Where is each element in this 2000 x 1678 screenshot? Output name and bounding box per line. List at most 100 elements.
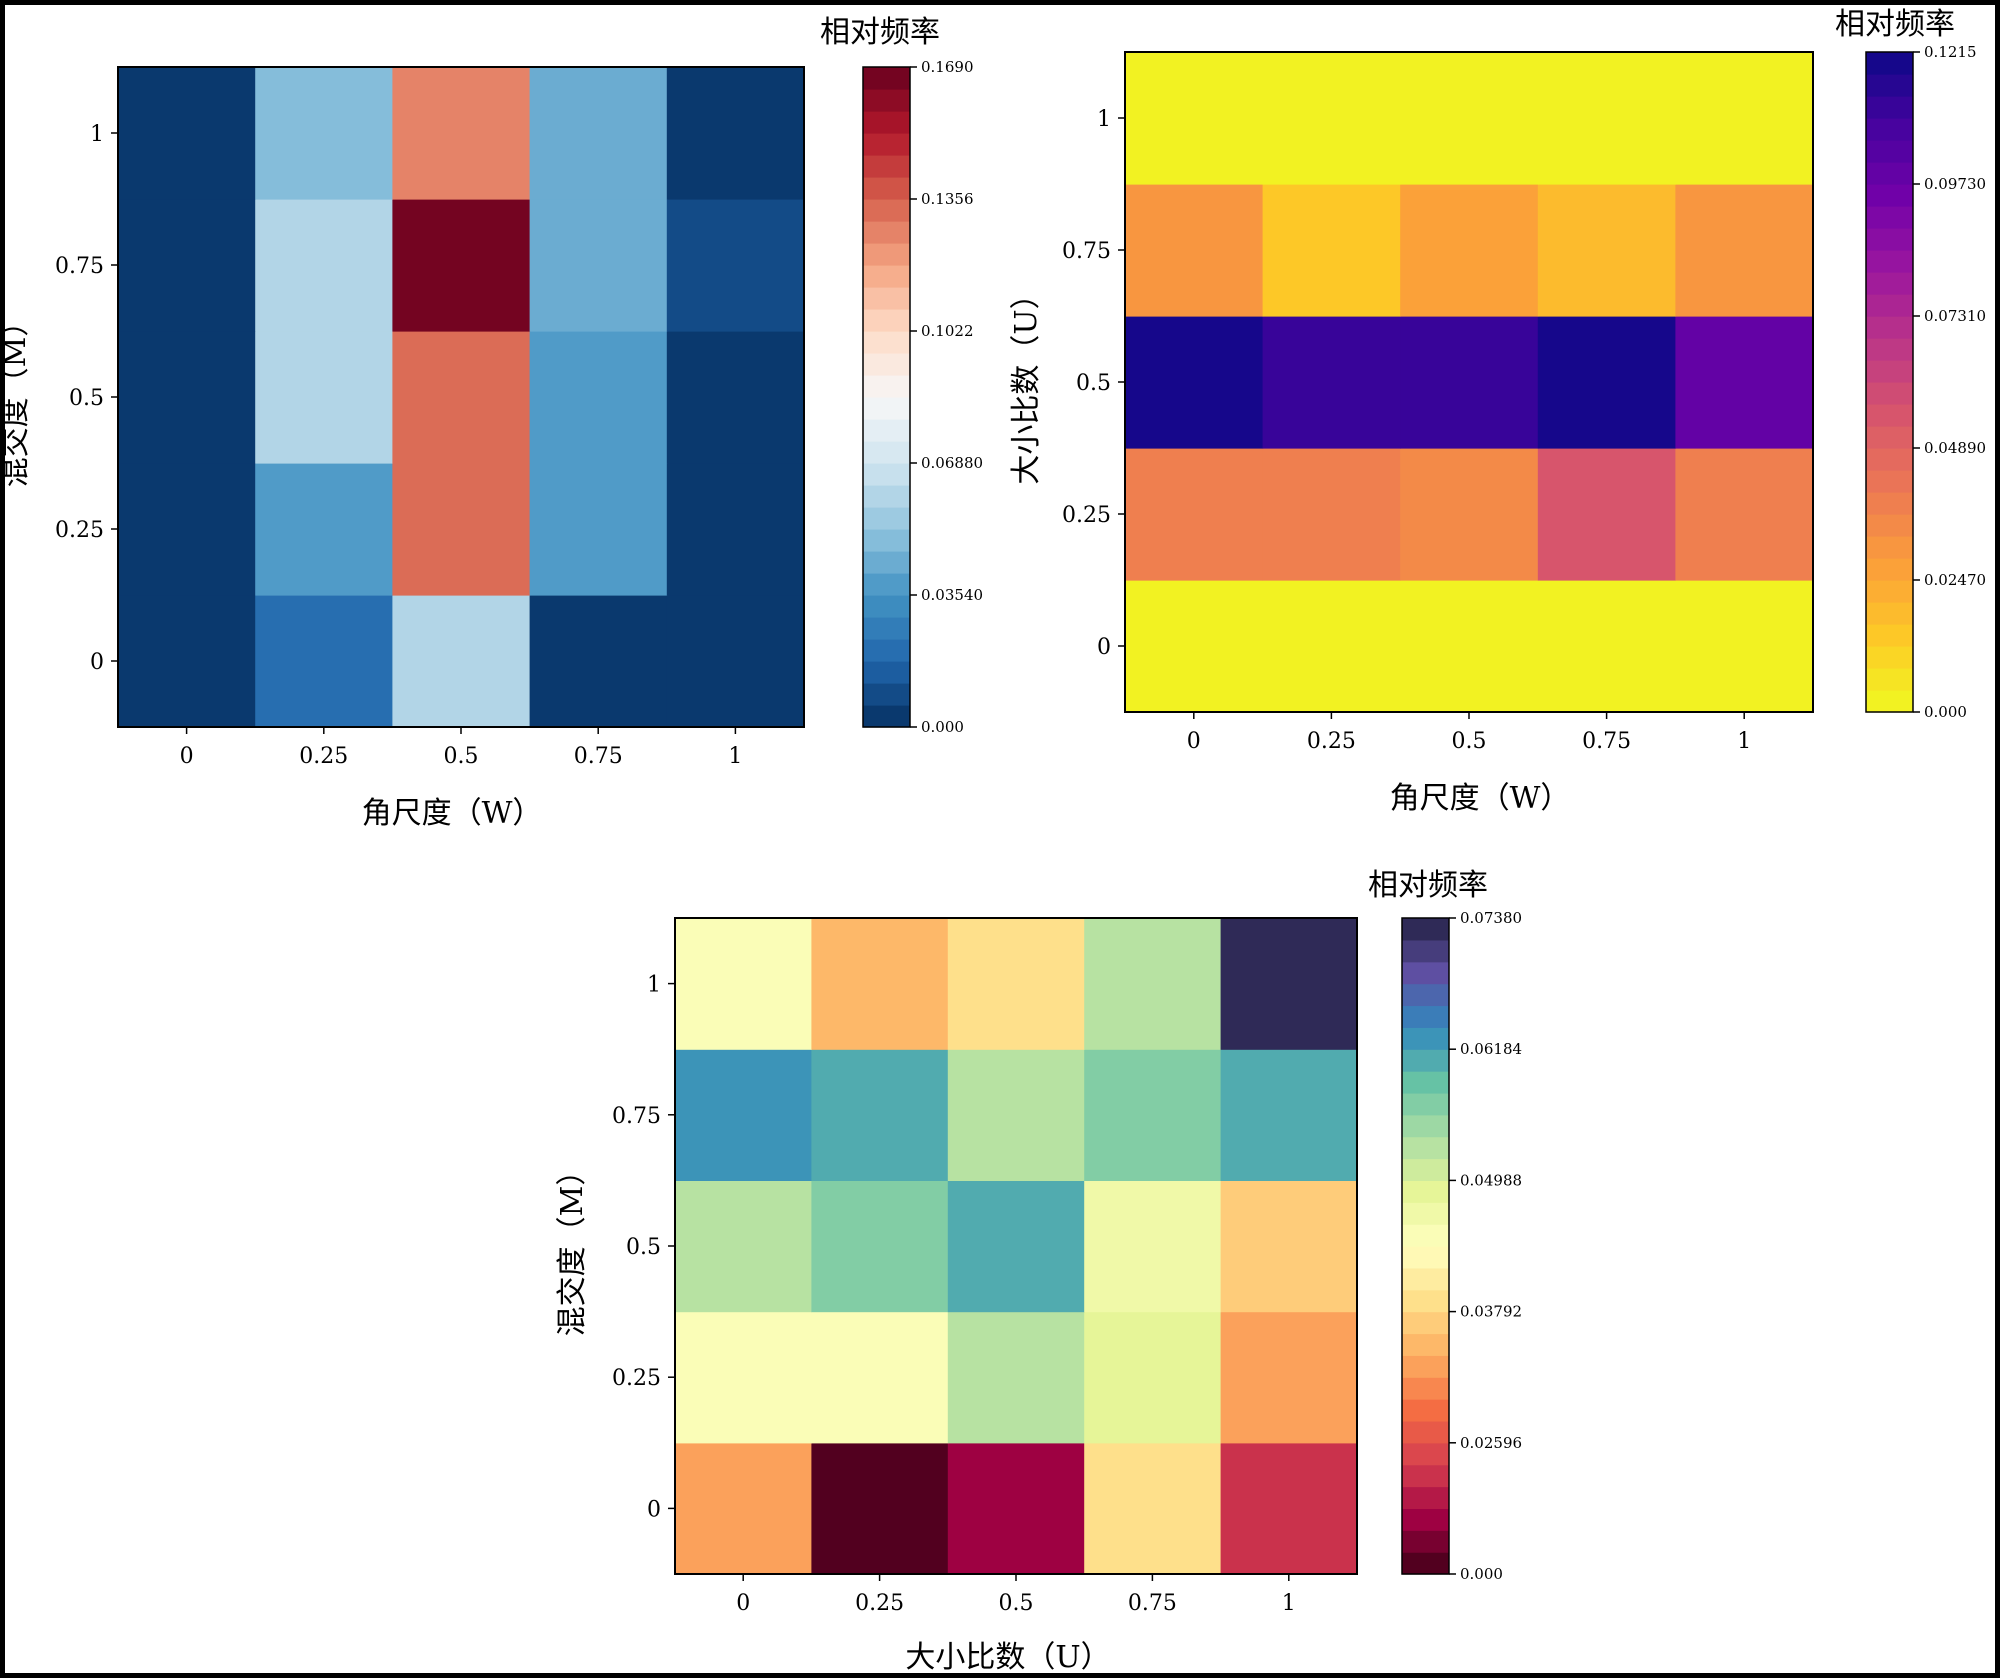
- x-tick-label: 0.5: [444, 744, 479, 769]
- heatmap-panel-2: 0 0.25 0.5 0.75 1 0 0.25 0.5 0.75 1 角尺度（W） 大小比数（U） 0…: [1009, 7, 1986, 816]
- colorbar-segment: [1402, 1464, 1449, 1488]
- heatmap-cell: [947, 1311, 1085, 1444]
- heatmap-cell: [255, 199, 393, 332]
- x-tick-label: 0.25: [1307, 729, 1356, 754]
- y-tick-label: 0.75: [1062, 239, 1111, 264]
- heatmap-cell: [392, 463, 531, 596]
- heatmap-cell: [666, 463, 805, 596]
- colorbar-segment: [1866, 514, 1913, 537]
- colorbar-frame: [1865, 51, 1914, 713]
- colorbar-frame: [1401, 917, 1450, 1575]
- heatmap-cell: [666, 67, 805, 200]
- colorbar-segment: [863, 661, 910, 684]
- colorbar-segment: [1402, 1289, 1449, 1313]
- colorbar-segment: [1402, 1202, 1449, 1225]
- figure-canvas: 0 0.25 0.5 0.75 1 0 0.25 0.5 0.75 1 角尺度（W） 混交度（M） 0.…: [5, 7, 1986, 1673]
- heatmap-cell: [666, 331, 805, 464]
- colorbar-segment: [1402, 1508, 1449, 1531]
- colorbar-tick-label: 0.000: [1924, 703, 1967, 721]
- heatmap-cell: [392, 331, 531, 464]
- colorbar-segment: [1402, 1486, 1449, 1509]
- colorbar-segment: [1866, 426, 1913, 449]
- colorbar-tick-label: 0.000: [1460, 1565, 1503, 1583]
- heatmap-cell: [811, 1311, 949, 1444]
- x-tick-label: 0.25: [299, 744, 348, 769]
- colorbar-tick-label: 0.03540: [921, 586, 983, 604]
- heatmap-cell: [1084, 1049, 1222, 1181]
- colorbar-segment: [863, 683, 910, 706]
- heatmap-cell: [1675, 184, 1814, 317]
- colorbar-segment: [1402, 1158, 1449, 1181]
- heatmap-cell: [675, 1442, 812, 1575]
- heatmap-cell: [1084, 1180, 1222, 1313]
- heatmap-cell: [392, 199, 531, 332]
- x-tick-label: 0.75: [574, 744, 623, 769]
- heatmap-cell: [1400, 52, 1539, 185]
- colorbar-segment: [863, 639, 910, 662]
- heatmap-cell: [118, 463, 256, 596]
- colorbar-segment: [863, 89, 910, 112]
- colorbar-tick-label: 0.000: [921, 718, 964, 736]
- colorbar-segment: [1402, 1530, 1449, 1553]
- heatmap-cell: [1125, 448, 1264, 581]
- colorbar-segment: [1402, 1552, 1449, 1575]
- x-tick-label: 0: [180, 744, 194, 769]
- heatmap-cell: [1537, 580, 1676, 713]
- colorbar-segment: [863, 441, 910, 464]
- colorbar-segment: [863, 705, 910, 728]
- heatmap-cell: [1262, 448, 1401, 581]
- heatmap-cell: [675, 1049, 812, 1181]
- x-tick-label: 0.5: [1452, 729, 1487, 754]
- heatmap-cell: [947, 918, 1085, 1050]
- colorbar-segment: [863, 375, 910, 398]
- colorbar-segment: [863, 111, 910, 134]
- heatmap-cell: [1400, 184, 1539, 317]
- colorbar-tick-label: 0.06880: [921, 454, 983, 472]
- colorbar-segment: [863, 221, 910, 244]
- colorbar-segment: [863, 529, 910, 552]
- heatmap-cell: [118, 199, 256, 332]
- colorbar-segment: [863, 287, 910, 310]
- colorbar-segment: [1866, 558, 1913, 581]
- heatmap-cell: [811, 918, 949, 1050]
- colorbar-segment: [1402, 939, 1449, 963]
- colorbar-tick-label: 0.03792: [1460, 1303, 1522, 1321]
- heatmap-cell: [1220, 1180, 1358, 1313]
- heatmap-cell: [811, 1180, 949, 1313]
- heatmap-cell: [255, 463, 393, 596]
- x-tick-label: 0: [736, 1591, 750, 1616]
- colorbar-segment: [863, 331, 910, 354]
- heatmap-cell: [118, 331, 256, 464]
- colorbar-segment: [863, 309, 910, 332]
- colorbar-segment: [1402, 1246, 1449, 1269]
- colorbar-segment: [1866, 74, 1913, 97]
- y-tick-label: 0.5: [69, 386, 104, 411]
- colorbar-tick-label: 0.07380: [1460, 909, 1522, 927]
- colorbar-segment: [1402, 1333, 1449, 1356]
- y-axis-label: 混交度（M）: [5, 307, 33, 488]
- colorbar-segment: [1402, 961, 1449, 985]
- x-axis-label: 角尺度（W）: [1390, 781, 1571, 816]
- heatmap-cell: [666, 595, 805, 728]
- x-axis-label: 角尺度（W）: [362, 796, 543, 831]
- colorbar-segment: [863, 507, 910, 530]
- x-tick-label: 0: [1187, 729, 1201, 754]
- heatmap-cell: [947, 1049, 1085, 1181]
- heatmap-cell: [1220, 1442, 1358, 1575]
- y-tick-label: 0.75: [55, 254, 104, 279]
- colorbar-segment: [1402, 1049, 1449, 1072]
- y-axis-label: 混交度（M）: [555, 1156, 590, 1337]
- colorbar-segment: [1866, 580, 1913, 603]
- heatmap-cell: [1220, 1311, 1358, 1444]
- heatmap-cell: [1537, 448, 1676, 581]
- colorbar-segment: [1402, 1071, 1449, 1094]
- colorbar-segment: [1402, 1267, 1449, 1291]
- heatmap-panel-1: 0 0.25 0.5 0.75 1 0 0.25 0.5 0.75 1 角尺度（W） 混交度（M） 0.…: [5, 15, 983, 831]
- y-tick-label: 0.5: [626, 1235, 661, 1260]
- y-tick-label: 0.25: [1062, 503, 1111, 528]
- heatmap-cell: [529, 331, 668, 464]
- colorbar-frame: [862, 66, 911, 728]
- y-tick-label: 0: [90, 650, 104, 675]
- heatmap-cell: [1537, 316, 1676, 449]
